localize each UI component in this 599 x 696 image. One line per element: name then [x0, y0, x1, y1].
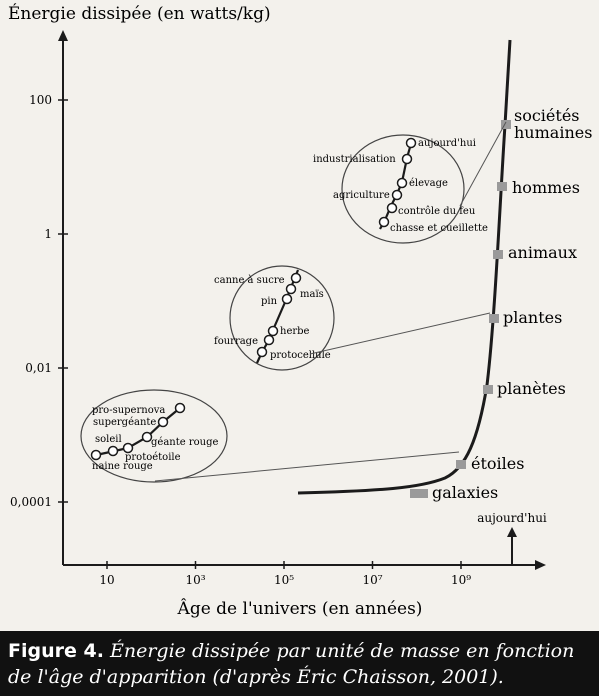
today-arrow	[507, 527, 517, 537]
x-axis-arrow	[535, 560, 546, 570]
point-chasse-cueillette	[378, 216, 390, 228]
stage-marker	[501, 120, 511, 129]
stage-marker	[410, 489, 428, 498]
label-fourrage: fourrage	[214, 336, 258, 347]
label-mais: maïs	[300, 289, 324, 300]
inset-circle-societies	[341, 134, 465, 244]
x-tick-label: 10⁹	[451, 573, 471, 587]
point-canne-a-sucre	[290, 272, 302, 284]
inset-societies: aujourd'hui industrialisation élevage ag…	[313, 121, 507, 244]
stage-label: galaxies	[432, 483, 498, 502]
y-axis-arrow	[58, 30, 68, 41]
y-tick-label: 100	[29, 93, 52, 107]
inset-circle-stars	[80, 389, 228, 483]
caption-label: Figure 4.	[8, 640, 104, 662]
x-tick-label: 10	[99, 573, 114, 587]
label-controle-feu: contrôle du feu	[398, 206, 476, 217]
stage-label: sociétés humaines	[514, 106, 592, 142]
point-aujourdhui	[405, 137, 417, 149]
leader-societies	[459, 121, 507, 207]
point-fourrage	[263, 334, 275, 346]
point-agriculture	[391, 189, 403, 201]
stage-label: étoiles	[471, 454, 524, 473]
stage-marker	[456, 460, 466, 469]
point-herbe	[267, 325, 279, 337]
leader-stars	[154, 451, 460, 482]
y-tick-label: 1	[44, 227, 52, 241]
stage-label: planètes	[497, 379, 566, 398]
label-chasse-cueillette: chasse et cueillette	[390, 223, 488, 234]
x-tick-label: 10³	[185, 573, 205, 587]
point-elevage	[396, 177, 408, 189]
label-aujourdhui: aujourd'hui	[418, 138, 476, 149]
label-supergeante: supergéante	[93, 417, 156, 428]
x-tick-label: 10⁵	[274, 573, 294, 587]
y-tick-label: 0,0001	[10, 495, 52, 509]
x-axis-title: Âge de l'univers (en années)	[177, 598, 423, 619]
point-supergeante	[157, 416, 169, 428]
label-elevage: élevage	[409, 178, 448, 189]
label-protoetoile: protoétoile	[125, 452, 181, 463]
stage-marker	[489, 314, 499, 323]
point-pin	[281, 293, 293, 305]
label-canne-a-sucre: canne à sucre	[214, 275, 285, 286]
stage-label: plantes	[503, 308, 562, 327]
label-pin: pin	[261, 296, 278, 307]
stage-label: animaux	[508, 243, 577, 262]
point-geante-rouge	[141, 431, 153, 443]
label-pro-supernova: pro-supernova	[92, 405, 165, 416]
main-curve	[297, 39, 512, 495]
label-naine-rouge: naine rouge	[92, 461, 153, 472]
caption-text: Figure 4. Énergie dissipée par unité de …	[8, 638, 593, 690]
y-axis-title: Énergie dissipée (en watts/kg)	[8, 3, 271, 24]
today-label: aujourd'hui	[477, 511, 547, 525]
point-protoetoile	[122, 442, 134, 454]
y-tick-label: 0,01	[25, 361, 52, 375]
inset-circle-plants	[229, 265, 335, 371]
stage-marker	[493, 250, 503, 259]
inset-stars: pro-supernova supergéante soleil géante …	[80, 389, 460, 483]
label-agriculture: agriculture	[333, 190, 390, 201]
caption-body: Énergie dissipée par unité de masse en f…	[8, 640, 575, 688]
inset-plants: canne à sucre maïs pin herbe fourrage pr…	[214, 265, 491, 371]
point-pro-supernova	[174, 402, 186, 414]
label-protocellule: protocellule	[270, 350, 331, 361]
point-controle-feu	[386, 202, 398, 214]
point-mais	[285, 283, 297, 295]
label-herbe: herbe	[280, 326, 310, 337]
chart-area: Énergie dissipée (en watts/kg) Âge de l'…	[8, 3, 592, 619]
point-naine-rouge	[90, 449, 102, 461]
label-industrialisation: industrialisation	[313, 154, 396, 165]
label-geante-rouge: géante rouge	[151, 437, 218, 448]
figure-caption: Figure 4. Énergie dissipée par unité de …	[0, 631, 599, 696]
point-soleil	[107, 445, 119, 457]
stage-label: hommes	[512, 178, 580, 197]
point-industrialisation	[401, 153, 413, 165]
stage-marker	[497, 182, 507, 191]
label-soleil: soleil	[95, 434, 122, 445]
leader-plants	[309, 312, 491, 355]
x-tick-label: 10⁷	[362, 573, 382, 587]
stage-marker	[483, 385, 493, 394]
point-protocellule	[256, 346, 268, 358]
